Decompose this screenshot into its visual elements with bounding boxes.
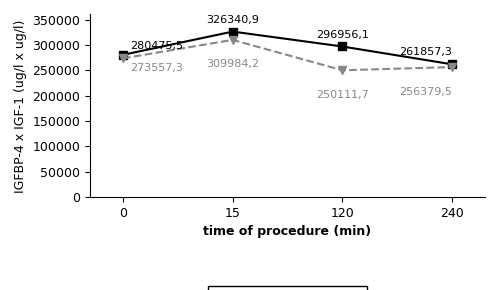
Text: 256379,5: 256379,5	[399, 86, 452, 97]
Text: 326340,9: 326340,9	[206, 14, 259, 25]
Line: HD: HD	[119, 36, 456, 75]
HD	[120, 57, 126, 60]
HDF	[120, 53, 126, 57]
HDF	[230, 30, 235, 33]
Text: 250111,7: 250111,7	[316, 90, 368, 100]
Text: 296956,1: 296956,1	[316, 30, 369, 39]
HDF	[449, 63, 455, 66]
Text: 261857,3: 261857,3	[399, 47, 452, 57]
HDF	[340, 45, 345, 48]
Legend: HDF, HD: HDF, HD	[208, 286, 367, 290]
Y-axis label: IGFBP-4 x IGF-1 (ug/l x ug/l): IGFBP-4 x IGF-1 (ug/l x ug/l)	[14, 19, 27, 193]
HD	[449, 65, 455, 69]
Text: 273557,3: 273557,3	[130, 63, 182, 72]
HD	[340, 68, 345, 72]
Text: 309984,2: 309984,2	[206, 59, 259, 69]
Text: 280475,5: 280475,5	[130, 41, 183, 51]
HD	[230, 38, 235, 42]
Line: HDF: HDF	[119, 28, 456, 68]
X-axis label: time of procedure (min): time of procedure (min)	[204, 226, 372, 238]
